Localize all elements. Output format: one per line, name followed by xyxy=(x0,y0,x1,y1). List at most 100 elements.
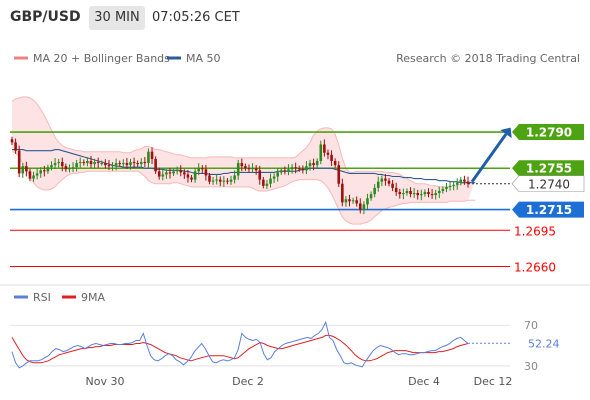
candle xyxy=(355,196,358,207)
candle-body xyxy=(64,166,68,170)
projection-arrowhead xyxy=(500,127,512,139)
ma50-path xyxy=(12,149,476,184)
candle xyxy=(416,189,420,200)
candle xyxy=(139,158,143,168)
candle xyxy=(21,162,25,178)
level-label-bg-1.2715 xyxy=(512,201,584,218)
bollinger-band-fill xyxy=(12,96,476,225)
level-label-bg-1.2755 xyxy=(512,160,584,177)
candle xyxy=(272,173,276,184)
candle xyxy=(229,175,233,185)
last-price-label: 1.2740 xyxy=(528,177,570,191)
candle xyxy=(208,172,211,185)
level-label-bg-1.2790 xyxy=(512,124,584,141)
candle-body xyxy=(441,188,445,191)
candle-body xyxy=(430,194,434,196)
candle xyxy=(46,164,50,174)
candle-body xyxy=(351,200,355,202)
candle-body xyxy=(312,163,315,166)
candle xyxy=(301,165,305,174)
candle-body xyxy=(402,193,405,195)
ma50-line xyxy=(12,149,476,184)
candle-body xyxy=(233,175,236,180)
candle-body xyxy=(35,173,39,176)
candle xyxy=(183,169,186,179)
candle xyxy=(437,186,441,199)
candle-body xyxy=(222,180,226,182)
candle xyxy=(154,156,157,174)
candle-body xyxy=(86,161,89,164)
candle-body xyxy=(179,170,183,173)
candle xyxy=(89,155,93,168)
ma9-legend-label: 9MA xyxy=(81,291,105,304)
candle xyxy=(226,178,229,185)
candle xyxy=(337,161,341,187)
candle-body xyxy=(193,171,197,180)
candle-body xyxy=(355,200,358,204)
candle-body xyxy=(168,172,172,174)
candle xyxy=(218,176,222,187)
bollinger-legend-label: MA 20 + Bollinger Bands xyxy=(33,52,170,65)
candle xyxy=(179,165,183,177)
candle-body xyxy=(46,167,50,172)
candle-body xyxy=(200,168,204,170)
candle-body xyxy=(71,167,75,169)
candle-body xyxy=(150,151,154,159)
candle xyxy=(247,164,251,173)
candle-body xyxy=(244,166,247,169)
candle-body xyxy=(459,179,463,183)
candle xyxy=(25,161,28,177)
candle xyxy=(132,157,136,169)
x-tick-label: Dec 4 xyxy=(408,375,440,388)
candle-body xyxy=(358,203,362,210)
candle-body xyxy=(14,142,17,151)
candle xyxy=(186,170,190,183)
credit-text: Research © 2018 Trading Central xyxy=(396,52,580,65)
candle-body xyxy=(57,162,60,164)
candle xyxy=(402,188,405,200)
candle-body xyxy=(32,175,35,179)
candle xyxy=(197,163,201,176)
candle xyxy=(409,187,412,198)
candle xyxy=(193,167,197,183)
candle-body xyxy=(28,171,32,179)
candle-body xyxy=(387,180,391,184)
candle xyxy=(190,174,193,183)
candle-body xyxy=(262,179,265,186)
candle xyxy=(405,188,409,196)
candle xyxy=(111,161,114,171)
candle-body xyxy=(366,198,369,205)
candle-body xyxy=(384,178,387,181)
candle xyxy=(366,193,369,210)
candle xyxy=(434,189,437,200)
candle xyxy=(165,169,168,179)
timeframe-badge[interactable]: 30 MIN xyxy=(89,6,145,30)
candle xyxy=(294,162,297,174)
candle-body xyxy=(427,192,430,195)
candle-body xyxy=(104,163,107,166)
candle-body xyxy=(211,180,215,182)
candle xyxy=(376,176,380,192)
candle-body xyxy=(265,183,269,186)
candle xyxy=(10,136,14,145)
candle xyxy=(394,182,398,196)
candle-body xyxy=(294,167,297,169)
candle-body xyxy=(315,161,319,166)
candle xyxy=(351,197,355,204)
candle-body xyxy=(434,193,437,196)
candle xyxy=(157,167,161,180)
candle xyxy=(39,167,43,178)
candle-body xyxy=(448,185,452,187)
candle xyxy=(452,181,455,191)
candle xyxy=(122,159,125,168)
candle-body xyxy=(308,163,312,167)
candle xyxy=(222,176,226,187)
candle xyxy=(50,161,53,171)
x-tick-label: Dec 2 xyxy=(232,375,264,388)
candle-body xyxy=(323,144,326,153)
candle-body xyxy=(75,163,78,168)
candle-body xyxy=(82,162,86,164)
candle-body xyxy=(326,152,330,155)
candle xyxy=(96,157,100,169)
candle xyxy=(172,168,175,176)
